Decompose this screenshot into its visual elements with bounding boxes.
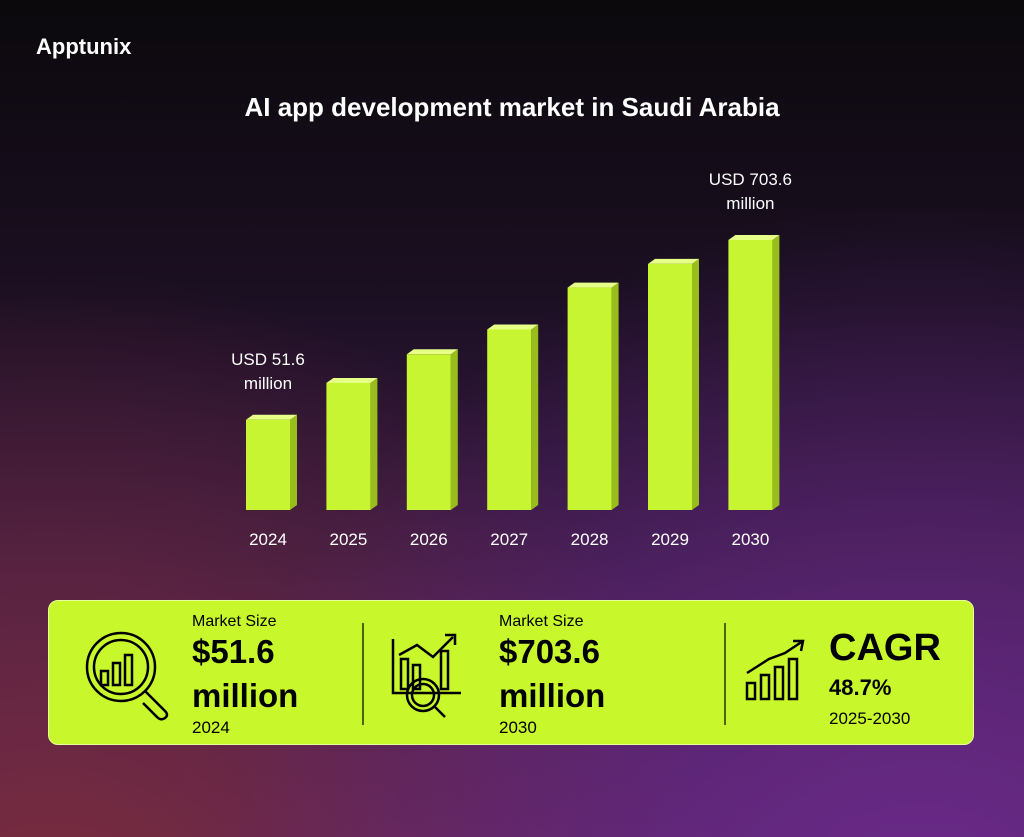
bar xyxy=(406,354,451,510)
stat-label: CAGR xyxy=(829,627,941,669)
stat-period: 2025-2030 xyxy=(829,709,911,728)
x-tick-label: 2026 xyxy=(410,530,448,549)
x-tick-label: 2027 xyxy=(490,530,528,549)
x-tick-label: 2028 xyxy=(571,530,609,549)
x-tick-label: 2029 xyxy=(651,530,689,549)
bar-top xyxy=(326,377,378,383)
stat-unit: million xyxy=(192,677,299,714)
analysis-icon xyxy=(391,633,461,718)
x-tick-label: 2030 xyxy=(731,530,769,549)
bar-side xyxy=(450,349,458,510)
bar-side xyxy=(531,324,539,510)
bar-top xyxy=(728,235,780,240)
bar-side xyxy=(611,282,619,510)
x-tick-label: 2024 xyxy=(249,530,287,549)
bar-side xyxy=(370,377,378,510)
bar xyxy=(326,382,371,510)
bar-top xyxy=(567,282,619,288)
value-label: USD 703.6 million xyxy=(708,170,792,213)
value-label: USD 51.6 million xyxy=(231,349,305,393)
bar xyxy=(487,329,532,510)
search-icon xyxy=(85,631,169,721)
growth-icon xyxy=(745,639,805,701)
stats-panel: Market Size $51.6 million 2024 Market Si… xyxy=(48,600,974,745)
stat-label: Market Size xyxy=(499,613,584,630)
stat-period: 2024 xyxy=(192,718,230,737)
bar xyxy=(567,287,612,510)
bar-top xyxy=(406,349,458,355)
panel-icons xyxy=(85,623,805,725)
bar-top xyxy=(487,324,539,330)
stat-value: $703.6 xyxy=(499,633,600,670)
stat-label: Market Size xyxy=(192,613,277,630)
bar-side xyxy=(290,414,297,510)
chart-title: AI app development market in Saudi Arabi… xyxy=(244,92,780,122)
stat-value: 48.7% xyxy=(829,675,892,700)
stat-value: $51.6 xyxy=(192,633,275,670)
bar-side xyxy=(772,235,780,510)
bar-top xyxy=(246,414,297,420)
stat-period: 2030 xyxy=(499,718,537,737)
bar xyxy=(246,419,290,510)
bar-top xyxy=(648,258,699,264)
bar xyxy=(728,240,773,510)
bar xyxy=(648,263,692,510)
x-tick-label: 2025 xyxy=(329,530,367,549)
brand-logo: Apptunix xyxy=(36,34,132,59)
bar-side xyxy=(692,258,699,510)
stat-unit: million xyxy=(499,677,606,714)
